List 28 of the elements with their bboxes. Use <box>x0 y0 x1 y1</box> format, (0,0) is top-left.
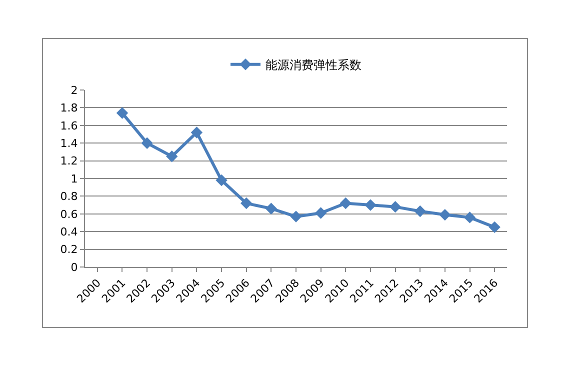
y-tick-label: 0.8 <box>60 190 78 204</box>
y-tick-label: 1.6 <box>60 119 78 132</box>
point <box>290 210 302 222</box>
y-tick-label: 0 <box>70 260 78 274</box>
y-tick-label: 1 <box>70 172 78 186</box>
y-tick-label: 1.2 <box>60 154 78 168</box>
y-tick-label: 0.2 <box>60 243 78 256</box>
point <box>414 205 426 218</box>
point <box>216 174 228 186</box>
point <box>488 221 500 234</box>
point <box>265 202 278 214</box>
point <box>464 212 476 224</box>
legend-label: 能源消费弹性系数 <box>266 58 362 72</box>
point <box>389 200 402 213</box>
y-tick-label: 2 <box>70 84 78 97</box>
point <box>340 197 352 210</box>
point <box>240 197 252 210</box>
y-tick-label: 1.8 <box>60 102 78 115</box>
point <box>364 199 376 211</box>
point <box>166 150 178 162</box>
y-tick-label: 0.4 <box>60 225 78 238</box>
point <box>141 137 153 149</box>
y-tick-label: 0.6 <box>60 208 78 221</box>
point <box>190 126 203 138</box>
y-tick-label: 1.4 <box>60 136 78 150</box>
point <box>314 207 327 219</box>
point <box>439 208 451 221</box>
point <box>116 107 128 119</box>
